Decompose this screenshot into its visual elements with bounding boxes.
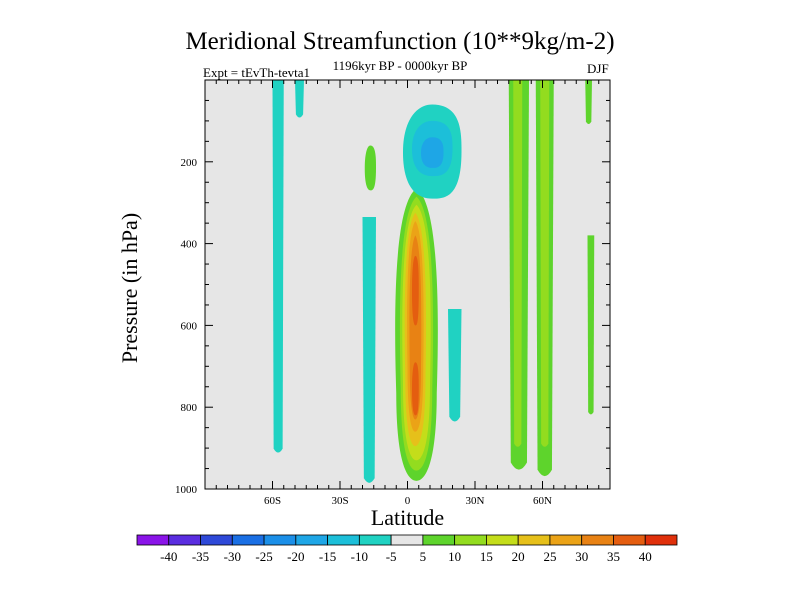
colorbar-box-5 [295, 534, 328, 546]
colorbar-label-9: 10 [448, 549, 461, 564]
x-tick-label-4: 60N [533, 495, 552, 507]
colorbar-label-2: -30 [224, 549, 241, 564]
contour-region-7 [412, 362, 419, 416]
contour-region-13 [421, 137, 444, 168]
colorbar-box-2 [200, 534, 233, 546]
colorbar-box-14 [581, 534, 614, 546]
colorbar-label-3: -25 [255, 549, 272, 564]
colorbar-box-11 [486, 534, 519, 546]
colorbar-label-8: 5 [420, 549, 427, 564]
contour-region-6 [412, 255, 419, 326]
colorbar-box-10 [454, 534, 487, 546]
contour-region-20 [585, 80, 592, 124]
contour-region-19 [540, 80, 550, 447]
contour-region-14 [448, 309, 462, 422]
colorbar-box-13 [549, 534, 583, 546]
y-tick-label-0: 200 [181, 157, 198, 169]
colorbar-box-9 [422, 534, 456, 546]
y-tick-label-1: 400 [181, 239, 198, 251]
x-tick-label-1: 30S [331, 495, 348, 507]
y-tick-label-2: 600 [181, 320, 198, 332]
colorbar-label-7: -5 [386, 549, 397, 564]
contour-region-17 [513, 80, 523, 447]
colorbar-label-11: 20 [512, 549, 525, 564]
colorbar-label-13: 30 [575, 549, 588, 564]
x-tick-label-0: 60S [264, 495, 281, 507]
colorbar-label-10: 15 [480, 549, 493, 564]
colorbar-label-1: -35 [192, 549, 209, 564]
colorbar-box-6 [327, 534, 360, 546]
colorbar-box-16 [644, 534, 678, 546]
colorbar-label-5: -15 [319, 549, 336, 564]
colorbar-box-3 [231, 534, 265, 546]
time-range-label: 1196kyr BP - 0000kyr BP [332, 58, 468, 73]
colorbar-box-8 [390, 534, 424, 546]
contour-region-8 [272, 80, 284, 453]
colorbar-label-14: 35 [607, 549, 620, 564]
colorbar-box-15 [613, 534, 646, 546]
x-tick-label-2: 0 [405, 495, 411, 507]
colorbar-box-7 [358, 534, 392, 546]
contour-fills [272, 80, 595, 483]
x-axis-label: Latitude [370, 505, 445, 530]
y-tick-label-4: 1000 [175, 484, 198, 496]
season-label: DJF [587, 61, 609, 76]
colorbar-label-0: -40 [160, 549, 177, 564]
experiment-label: Expt = tEvTh-tevta1 [203, 65, 310, 80]
contour-region-9 [295, 80, 304, 118]
colorbar-box-12 [517, 534, 551, 546]
colorbar-label-12: 25 [543, 549, 556, 564]
colorbar-label-15: 40 [639, 549, 652, 564]
x-tick-label-3: 30N [466, 495, 485, 507]
colorbar-label-4: -20 [287, 549, 304, 564]
colorbar-box-0 [136, 534, 170, 546]
contour-region-10 [362, 217, 376, 483]
colorbar-label-6: -10 [351, 549, 368, 564]
colorbar-box-4 [263, 534, 297, 546]
contour-region-21 [587, 235, 595, 415]
contour-region-15 [364, 145, 376, 191]
chart-title: Meridional Streamfunction (10**9kg/m-2) [185, 28, 615, 55]
colorbar-box-1 [168, 534, 201, 546]
y-tick-label-3: 800 [181, 402, 198, 414]
